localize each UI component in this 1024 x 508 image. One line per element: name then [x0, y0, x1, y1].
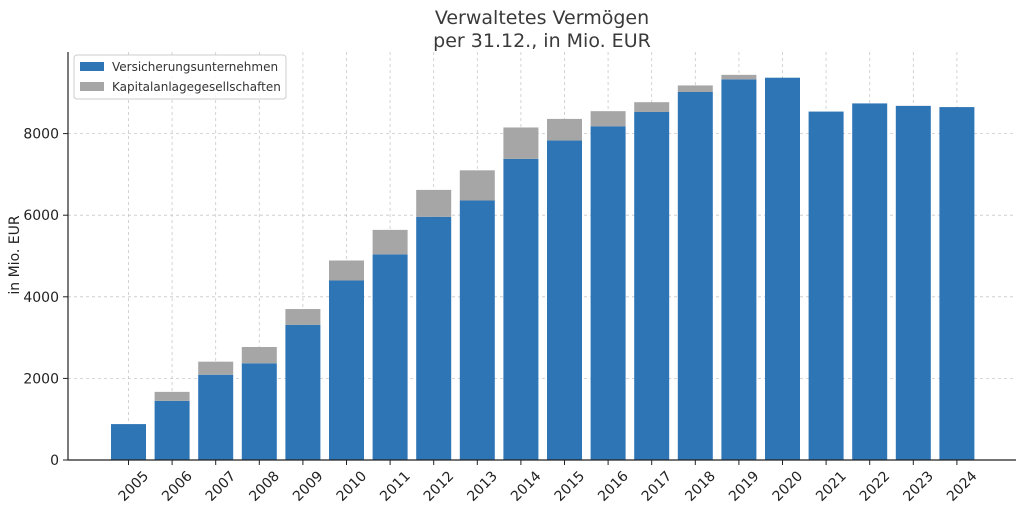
bar-versicherungsunternehmen-2023	[895, 105, 931, 460]
bar-versicherungsunternehmen-2009	[285, 324, 321, 460]
x-tick-label-2023: 2023	[900, 468, 937, 505]
legend-swatch-versicherungsunternehmen	[80, 62, 104, 71]
y-tick-labels: 0 2000 4000 6000 8000	[23, 127, 59, 469]
bar-kapitalanlagegesellschaften-2012	[416, 189, 452, 217]
bar-versicherungsunternehmen-2010	[329, 280, 364, 460]
x-tick-label-2021: 2021	[813, 468, 850, 505]
x-tick-label-2016: 2016	[595, 468, 632, 505]
bar-versicherungsunternehmen-2012	[416, 216, 452, 460]
bar-versicherungsunternehmen-2019	[721, 79, 757, 460]
bar-kapitalanlagegesellschaften-2006	[154, 391, 190, 401]
bar-kapitalanlagegesellschaften-2015	[547, 118, 582, 141]
x-tick-label-2014: 2014	[508, 468, 545, 505]
legend-label-versicherungsunternehmen: Versicherungsunternehmen	[112, 60, 278, 74]
bar-versicherungsunternehmen-2021	[808, 111, 844, 461]
legend: Versicherungsunternehmen Kapitalanlagege…	[73, 54, 287, 100]
x-tick-label-2013: 2013	[464, 468, 501, 505]
bar-versicherungsunternehmen-2007	[198, 374, 234, 460]
legend-box	[73, 54, 287, 100]
bar-kapitalanlagegesellschaften-2010	[329, 260, 364, 281]
bar-kapitalanlagegesellschaften-2017	[634, 102, 670, 112]
bar-versicherungsunternehmen-2018	[677, 91, 713, 460]
bar-versicherungsunternehmen-2006	[154, 400, 190, 460]
bar-kapitalanlagegesellschaften-2007	[198, 361, 234, 375]
bars	[111, 74, 975, 461]
bar-versicherungsunternehmen-2005	[111, 424, 146, 460]
chart-title-line-2: per 31.12., in Mio. EUR	[433, 30, 651, 52]
x-tick-label-2024: 2024	[944, 468, 981, 505]
x-tick-label-2012: 2012	[421, 468, 458, 505]
bar-versicherungsunternehmen-2020	[765, 77, 800, 460]
y-tick-label: 0	[50, 453, 59, 469]
bar-kapitalanlagegesellschaften-2019	[721, 74, 757, 80]
y-tick-label: 8000	[23, 127, 59, 143]
x-tick-labels: 2005 2006 2007 2008 2009 2010 2011 2012 2013 2014…	[116, 468, 981, 505]
bar-kapitalanlagegesellschaften-2008	[241, 346, 277, 364]
x-tick-label-2009: 2009	[290, 468, 327, 505]
bar-versicherungsunternehmen-2022	[852, 103, 888, 461]
axes	[63, 52, 1016, 465]
x-tick-label-2018: 2018	[682, 468, 719, 505]
bar-versicherungsunternehmen-2015	[547, 140, 582, 460]
x-tick-label-2022: 2022	[857, 468, 894, 505]
bar-kapitalanlagegesellschaften-2016	[590, 111, 626, 127]
y-tick-label: 4000	[23, 290, 59, 306]
legend-label-kapitalanlagegesellschaften: Kapitalanlagegesellschaften	[112, 80, 281, 94]
bar-kapitalanlagegesellschaften-2013	[459, 170, 495, 201]
x-tick-label-2007: 2007	[203, 468, 240, 505]
bar-kapitalanlagegesellschaften-2011	[372, 229, 408, 255]
x-tick-label-2017: 2017	[639, 468, 676, 505]
x-tick-label-2008: 2008	[246, 468, 283, 505]
x-tick-label-2006: 2006	[159, 468, 196, 505]
x-tick-label-2020: 2020	[770, 468, 807, 505]
bar-versicherungsunternehmen-2014	[503, 158, 539, 460]
bar-versicherungsunternehmen-2008	[241, 363, 277, 460]
x-tick-label-2010: 2010	[334, 468, 371, 505]
legend-swatch-kapitalanlagegesellschaften	[80, 82, 104, 91]
bar-versicherungsunternehmen-2011	[372, 254, 408, 460]
x-tick-label-2019: 2019	[726, 468, 763, 505]
y-tick-label: 2000	[23, 371, 59, 387]
bar-kapitalanlagegesellschaften-2014	[503, 127, 539, 159]
x-tick-label-2015: 2015	[552, 468, 589, 505]
bar-kapitalanlagegesellschaften-2018	[677, 85, 713, 92]
bar-versicherungsunternehmen-2024	[939, 107, 975, 460]
chart-title-line-1: Verwaltetes Vermögen	[435, 7, 649, 29]
x-tick-label-2005: 2005	[116, 468, 153, 505]
bar-versicherungsunternehmen-2013	[459, 200, 495, 460]
y-tick-label: 6000	[23, 208, 59, 224]
bar-versicherungsunternehmen-2016	[590, 126, 626, 461]
bar-kapitalanlagegesellschaften-2009	[285, 309, 321, 325]
x-tick-label-2011: 2011	[377, 468, 414, 505]
bar-versicherungsunternehmen-2017	[634, 111, 670, 460]
y-axis-label: in Mio. EUR	[7, 215, 23, 294]
